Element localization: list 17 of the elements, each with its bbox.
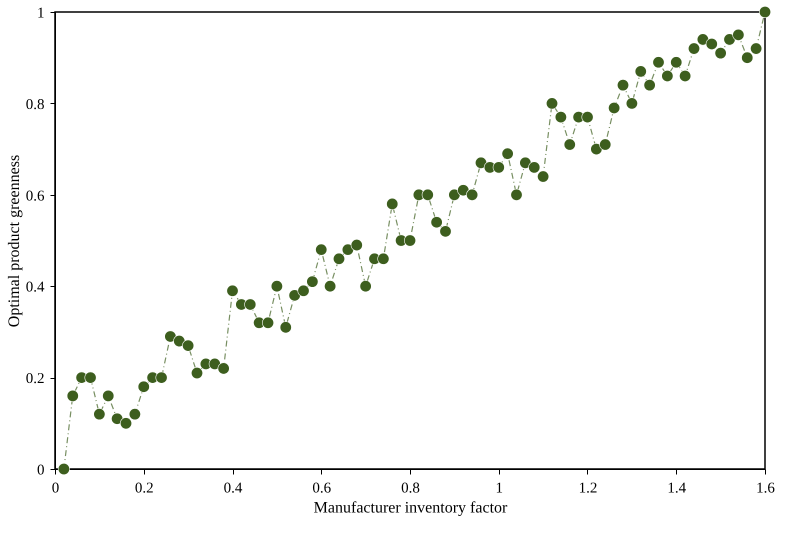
y-tick-label: 0.2 xyxy=(26,371,44,388)
x-tick-label: 0.8 xyxy=(401,480,420,496)
y-tick-label: 0.4 xyxy=(26,280,45,296)
x-axis-title: Manufacturer inventory factor xyxy=(314,500,508,516)
x-tick-label: 1.6 xyxy=(756,480,776,496)
x-tick-label: 0.6 xyxy=(312,480,332,496)
y-tick-label: 0 xyxy=(37,462,44,478)
y-axis-title: Optimal product greenness xyxy=(6,154,23,328)
x-tick-label: 0.4 xyxy=(224,480,243,496)
x-tick-label: 1.4 xyxy=(667,480,687,496)
y-tick-label: 0.8 xyxy=(26,96,44,113)
x-tick-label: 1 xyxy=(496,480,503,496)
x-tick-label: 1.2 xyxy=(578,480,598,496)
y-tick-label: 0.6 xyxy=(26,188,45,204)
x-tick-label: 0 xyxy=(52,480,60,496)
x-tick-label: 0.2 xyxy=(134,480,154,496)
y-tick-label: 1 xyxy=(37,6,44,22)
